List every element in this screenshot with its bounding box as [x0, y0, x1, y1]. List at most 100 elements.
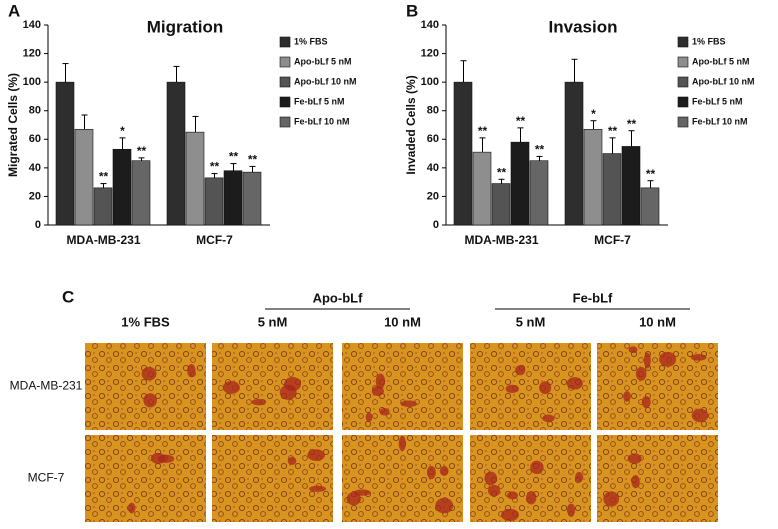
- legend-swatch: [677, 96, 689, 108]
- y-tick-label: 100: [421, 76, 439, 88]
- stained-cell: [623, 391, 631, 402]
- row-label: MCF-7: [28, 471, 65, 485]
- significance-label: **: [497, 165, 507, 179]
- significance-label: **: [646, 167, 656, 181]
- column-label: 10 nM: [639, 314, 676, 329]
- stained-cell: [187, 364, 196, 378]
- stained-cell: [435, 497, 454, 514]
- legend-swatch: [279, 56, 291, 68]
- bar: [453, 81, 473, 226]
- stained-cell: [506, 491, 519, 500]
- x-tick-label: MDA-MB-231: [66, 233, 140, 247]
- legend-label: Apo-bLf 5 nM: [692, 56, 750, 66]
- panel-letter: C: [62, 287, 74, 306]
- stained-cell: [487, 484, 501, 497]
- y-tick-label: 0: [35, 219, 41, 231]
- bar: [204, 177, 224, 226]
- column-label: 5 nM: [258, 314, 288, 329]
- significance-label: *: [120, 124, 125, 138]
- stained-cell: [526, 491, 537, 505]
- bar: [491, 183, 511, 226]
- bar: [510, 141, 530, 226]
- stained-cell: [501, 508, 519, 522]
- legend-swatch: [677, 76, 689, 88]
- y-tick-label: 60: [427, 133, 439, 145]
- stained-cell: [379, 408, 390, 416]
- stained-cell: [542, 414, 555, 423]
- x-tick-label: MDA-MB-231: [464, 233, 538, 247]
- y-tick-label: 40: [29, 162, 41, 174]
- legend-label: Apo-bLf 10 nM: [294, 76, 357, 86]
- bar: [242, 171, 262, 226]
- legend-swatch: [677, 56, 689, 68]
- bar: [621, 146, 641, 226]
- significance-label: **: [210, 160, 220, 174]
- stained-cell: [143, 393, 157, 408]
- panel-letter: B: [406, 1, 418, 20]
- legend-swatch: [279, 76, 291, 88]
- stained-cell: [566, 503, 576, 517]
- stained-cell: [222, 381, 240, 394]
- column-label: 1% FBS: [121, 314, 170, 329]
- chart-title: Migration: [147, 17, 224, 36]
- y-tick-label: 120: [23, 47, 41, 59]
- bar: [166, 81, 186, 226]
- significance-label: **: [137, 144, 147, 158]
- significance-label: **: [627, 117, 637, 131]
- legend-swatch: [677, 116, 689, 128]
- legend-label: Apo-bLf 5 nM: [294, 56, 352, 66]
- stained-cell: [635, 366, 647, 381]
- stained-cell: [307, 449, 325, 461]
- significance-label: **: [608, 124, 618, 138]
- y-tick-label: 20: [427, 190, 439, 202]
- bar: [223, 170, 243, 226]
- stained-cell: [484, 471, 498, 486]
- stained-cell: [643, 352, 651, 369]
- y-tick-label: 80: [29, 105, 41, 117]
- bar: [55, 81, 75, 226]
- bar: [640, 187, 660, 226]
- legend-swatch: [279, 36, 291, 48]
- stained-cell: [574, 471, 584, 483]
- stained-cell: [439, 465, 449, 476]
- stained-cell: [371, 385, 384, 397]
- stained-cell: [515, 365, 526, 376]
- panel-letter: A: [8, 1, 20, 20]
- micrograph: [597, 435, 718, 522]
- stained-cell: [400, 400, 418, 407]
- y-tick-label: 80: [427, 105, 439, 117]
- column-label: 10 nM: [384, 314, 421, 329]
- stained-cell: [628, 346, 638, 354]
- legend-label: Fe-bLf 5 nM: [692, 96, 743, 106]
- stained-cell: [375, 373, 386, 389]
- stained-cell: [141, 366, 157, 381]
- micrograph: [85, 435, 206, 522]
- bar: [93, 187, 113, 226]
- stained-cell: [287, 456, 297, 466]
- micrograph: [342, 343, 463, 430]
- stained-cell: [566, 377, 583, 390]
- significance-label: **: [535, 143, 545, 157]
- y-tick-label: 100: [23, 76, 41, 88]
- stained-cell: [426, 465, 436, 480]
- legend-label: Fe-bLf 5 nM: [294, 96, 345, 106]
- stained-cell: [539, 381, 552, 395]
- stained-cell: [251, 398, 266, 406]
- stained-cell: [631, 475, 640, 489]
- significance-label: **: [99, 170, 109, 184]
- column-label: 5 nM: [516, 314, 546, 329]
- legend-swatch: [279, 116, 291, 128]
- stained-cell: [353, 489, 371, 496]
- bar: [564, 81, 584, 226]
- y-axis-label: Migrated Cells (%): [6, 73, 20, 177]
- chart-title: Invasion: [549, 17, 618, 36]
- significance-label: **: [516, 114, 526, 128]
- bar: [131, 160, 151, 226]
- legend-label: Fe-bLf 10 nM: [692, 116, 748, 126]
- legend-label: 1% FBS: [294, 36, 328, 46]
- bar: [112, 148, 132, 226]
- bar: [583, 128, 603, 226]
- y-axis-label: Invaded Cells (%): [404, 75, 418, 174]
- stained-cell: [603, 491, 620, 507]
